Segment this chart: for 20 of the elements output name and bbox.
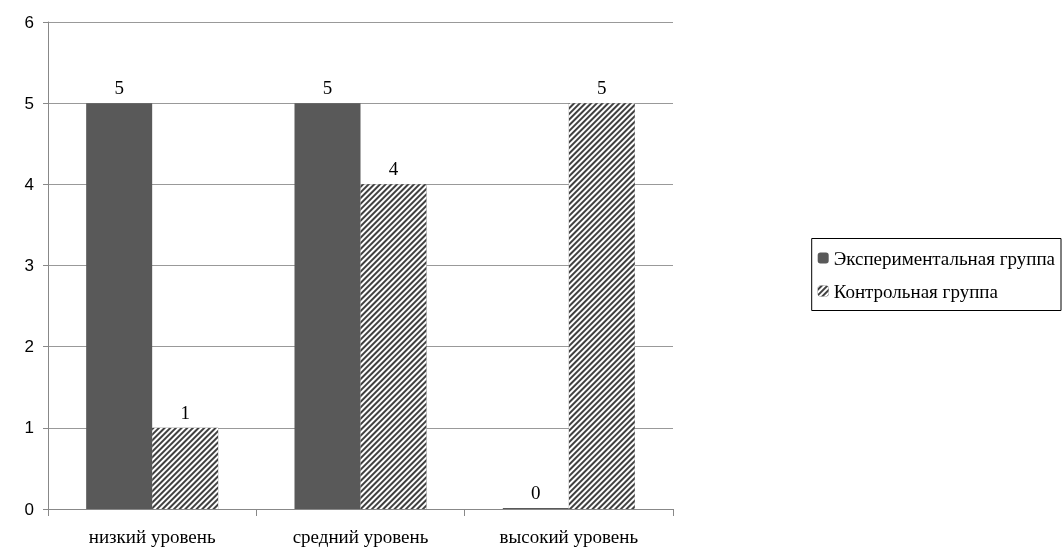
data-label: 0 — [531, 482, 541, 503]
y-tick-label: 1 — [24, 418, 34, 438]
x-tick-label: низкий уровень — [88, 526, 216, 547]
legend-label: Контрольная группа — [833, 280, 999, 302]
y-tick-label: 3 — [24, 256, 34, 275]
x-tick-label: средний уровень — [292, 526, 429, 547]
y-tick-label: 6 — [24, 12, 34, 32]
x-tick-label: высокий уровень — [499, 526, 639, 547]
data-label: 5 — [114, 77, 124, 99]
data-label: 5 — [597, 77, 607, 99]
data-label: 1 — [180, 401, 190, 423]
y-tick-label: 0 — [24, 499, 34, 519]
bar — [294, 103, 361, 509]
legend-label: Экспериментальная группа — [833, 247, 1056, 269]
y-tick-label: 2 — [24, 337, 34, 357]
data-label: 4 — [388, 158, 399, 180]
y-tick-label: 4 — [24, 174, 34, 194]
y-tick-label: 5 — [24, 93, 34, 113]
data-label: 5 — [322, 77, 333, 99]
bar — [86, 103, 153, 509]
